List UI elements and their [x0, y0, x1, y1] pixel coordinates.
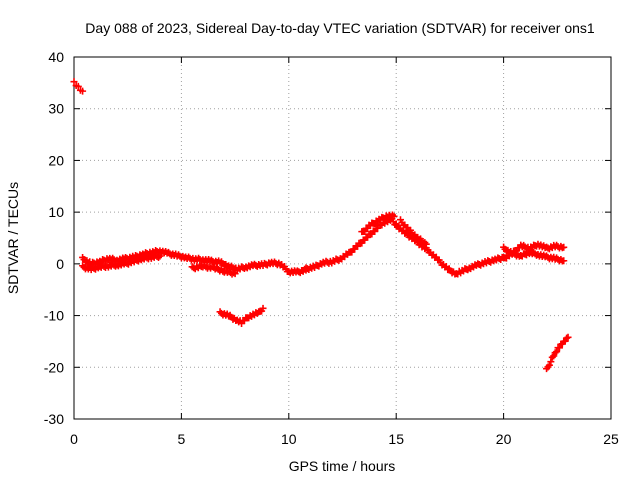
data-point: [74, 82, 82, 90]
series-rise-upper: [358, 211, 398, 236]
y-tick-labels: -30 -20 -10 0 10 20 30 40: [44, 49, 64, 427]
series-rise: [302, 215, 400, 274]
x-tick-labels: 0 5 10 15 20 25: [70, 431, 619, 447]
y-tick-label: -30: [44, 411, 64, 427]
y-tick-label: 20: [48, 152, 64, 168]
x-tick-label: 0: [70, 431, 78, 447]
series-branch: [188, 261, 239, 278]
axis-ticks: [73, 56, 612, 420]
data-point: [547, 358, 555, 366]
data-point: [390, 212, 398, 220]
series-start: [70, 78, 87, 95]
series-late-drop: [543, 333, 572, 373]
x-tick-label: 10: [281, 431, 297, 447]
chart-title: Day 088 of 2023, Sidereal Day-to-day VTE…: [85, 20, 595, 36]
y-tick-label: -10: [44, 308, 64, 324]
data-point: [156, 252, 164, 260]
data-points: [70, 78, 572, 373]
x-tick-label: 20: [496, 431, 512, 447]
data-point: [154, 253, 162, 261]
y-tick-label: 0: [56, 256, 64, 272]
data-point: [422, 240, 430, 248]
data-point: [545, 361, 553, 369]
data-point: [231, 270, 239, 278]
data-point: [564, 333, 572, 341]
series-fall: [392, 220, 508, 278]
data-point: [70, 78, 78, 86]
series-fall-upper: [396, 216, 430, 248]
data-point: [560, 257, 568, 265]
y-axis-label: SDTVAR / TECUs: [5, 182, 21, 294]
series-main-a-lower: [79, 251, 164, 274]
data-point: [555, 344, 563, 352]
x-tick-label: 15: [388, 431, 404, 447]
data-point: [550, 352, 558, 360]
y-tick-label: 40: [48, 49, 64, 65]
x-axis-label: GPS time / hours: [289, 458, 396, 474]
data-point: [560, 243, 568, 251]
data-point: [548, 353, 556, 361]
data-point: [79, 87, 87, 95]
data-point: [561, 337, 569, 345]
y-tick-label: 10: [48, 204, 64, 220]
grid-lines: [74, 57, 611, 419]
x-tick-label: 25: [603, 431, 619, 447]
data-point: [551, 349, 559, 357]
y-tick-label: -20: [44, 359, 64, 375]
x-tick-label: 5: [178, 431, 186, 447]
y-tick-label: 30: [48, 101, 64, 117]
plot-frame: [73, 56, 612, 420]
series-end-lower: [500, 248, 568, 265]
series-dip: [216, 304, 267, 327]
data-point: [259, 304, 267, 312]
data-point: [553, 348, 561, 356]
